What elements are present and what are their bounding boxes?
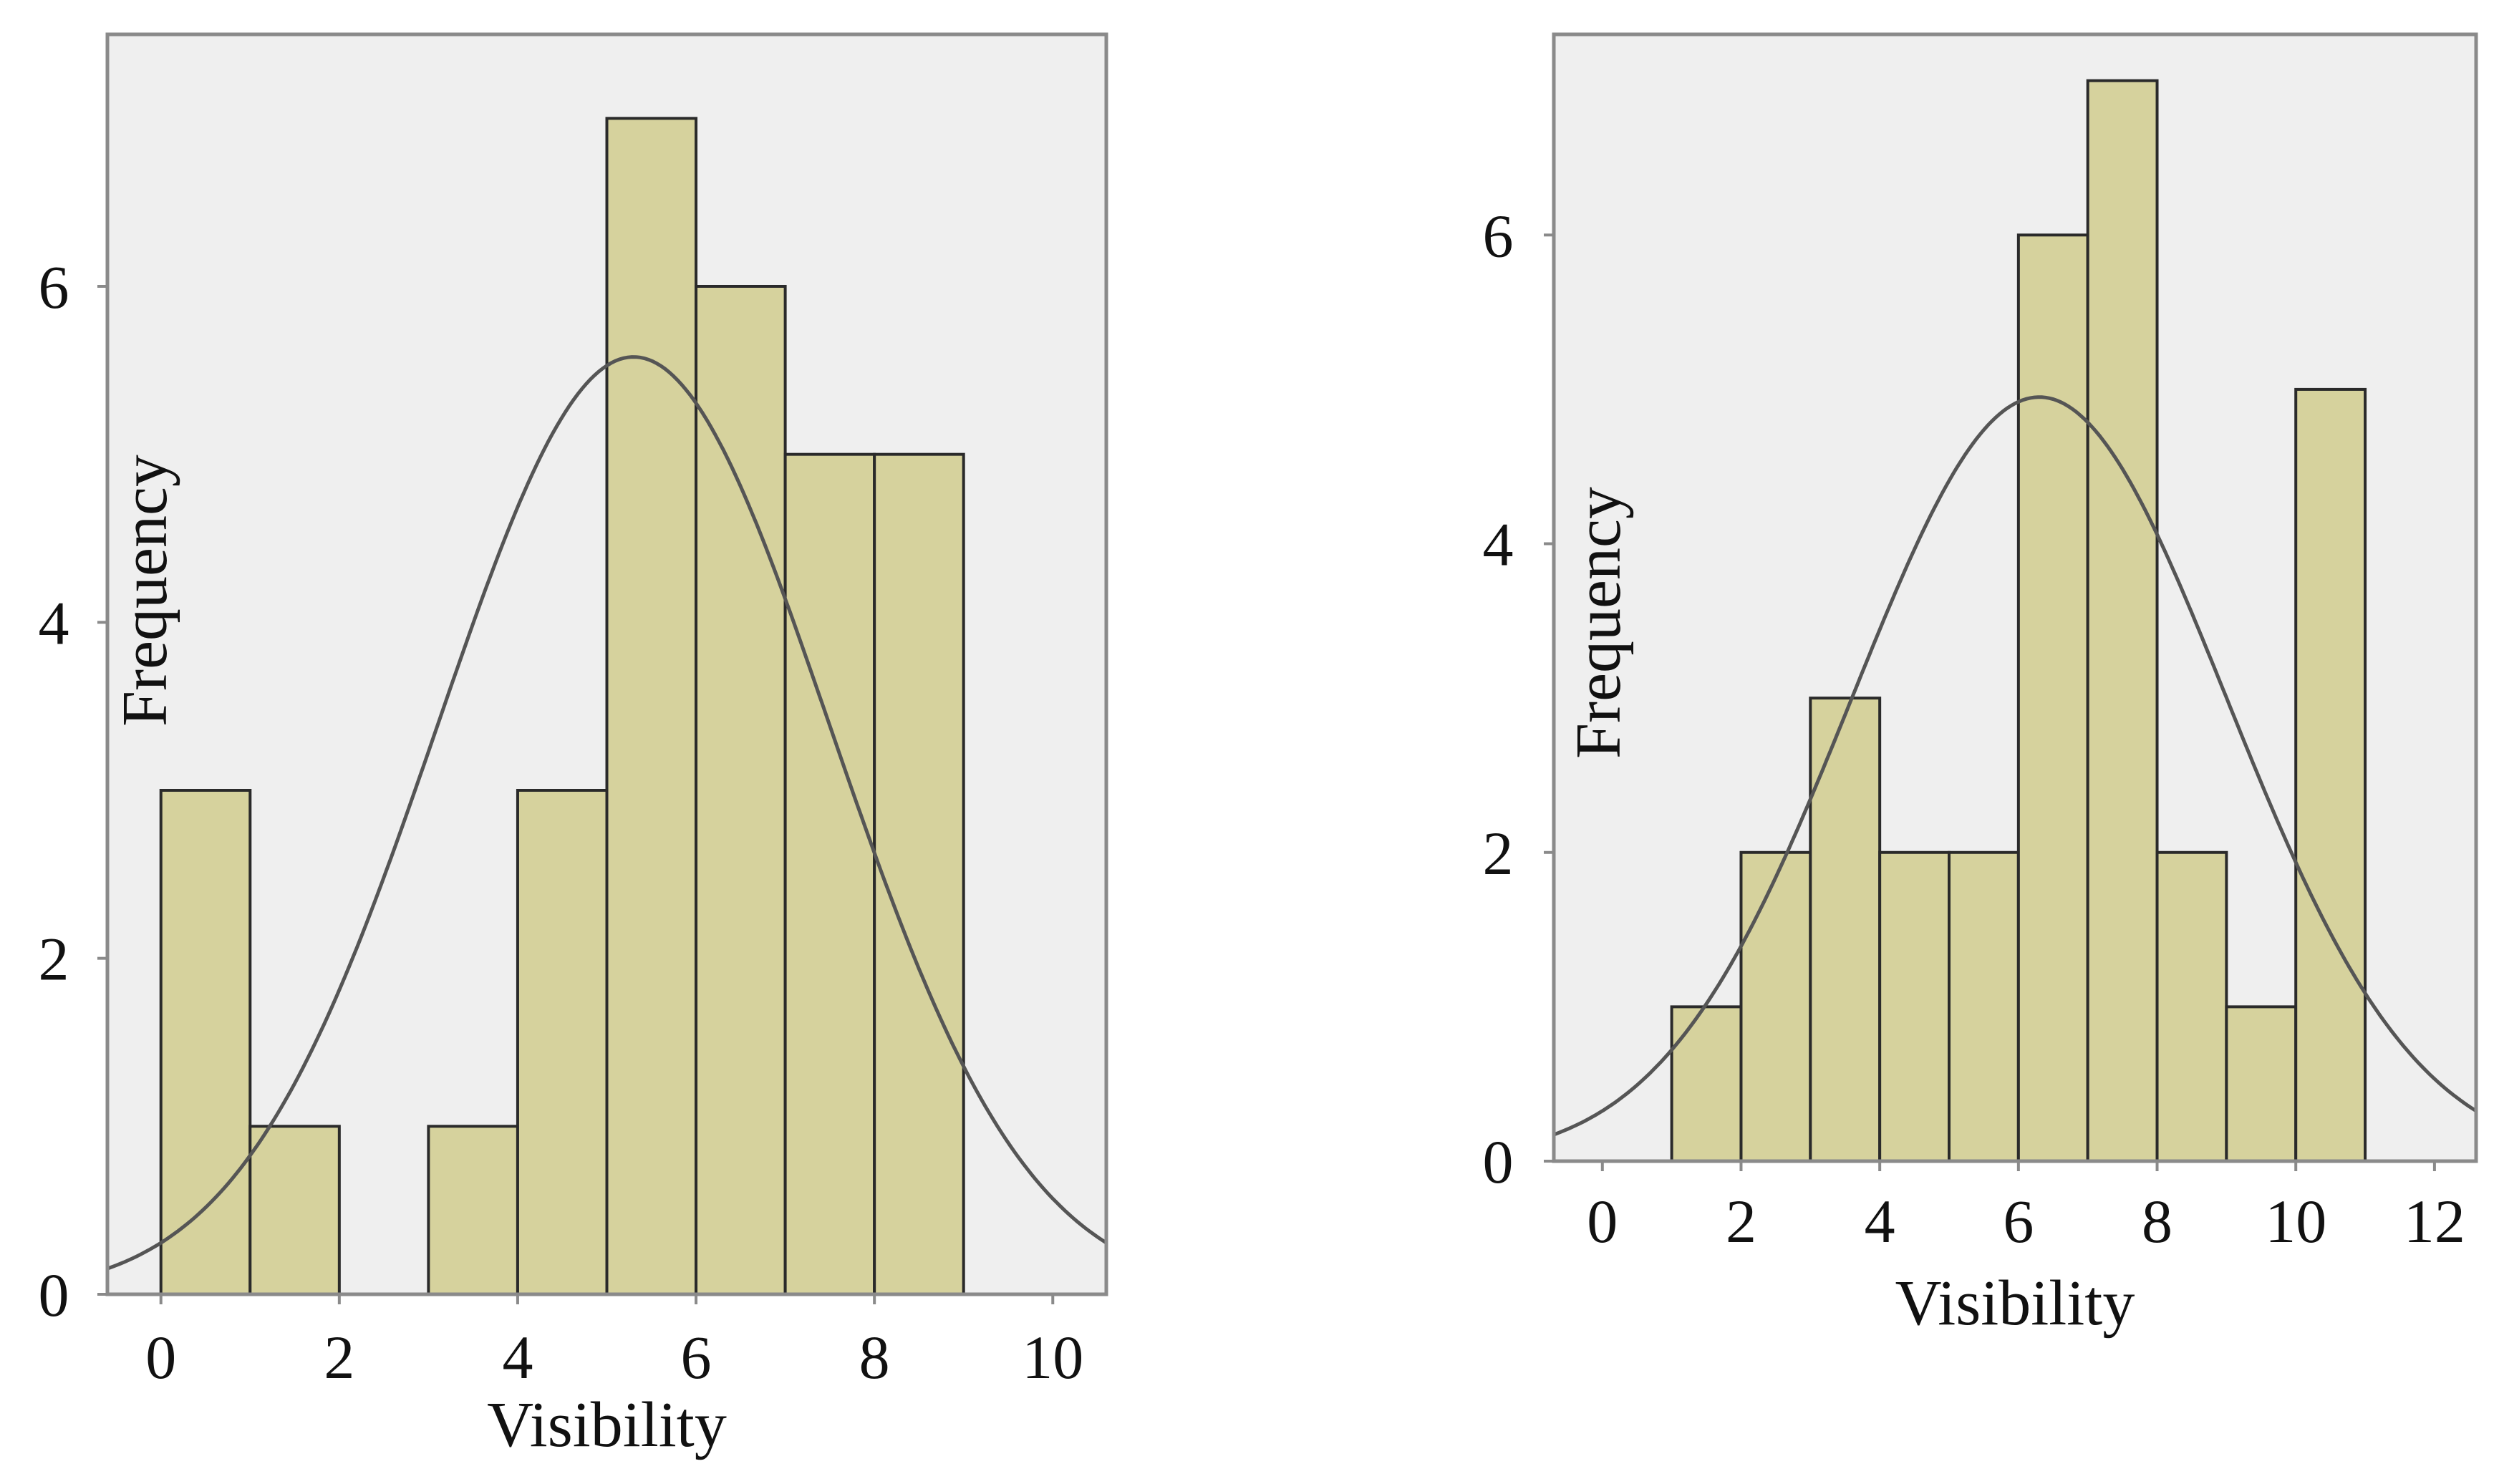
x-axis-label: Visibility: [487, 1390, 727, 1460]
x-tick-label: 10: [2265, 1187, 2326, 1256]
histogram-bar: [2016, 233, 2089, 1163]
x-tick-label: 2: [324, 1323, 354, 1392]
x-tick-labels: 0 2 4 6 8 10: [145, 1294, 1083, 1392]
x-tick-label: 8: [2142, 1187, 2172, 1256]
histogram-bar: [1670, 1005, 1743, 1163]
normal-curve: [1553, 395, 2478, 1137]
histogram-bar: [159, 789, 252, 1296]
plot-frame: [1552, 32, 2478, 1163]
x-tick-labels: 0 2 4 6 8 10 12: [1587, 1161, 2465, 1256]
histogram-bar: [695, 285, 787, 1296]
y-tick-labels: 0 2 4 6: [39, 253, 107, 1329]
histogram-bar: [2294, 387, 2367, 1163]
x-tick-label: 6: [681, 1323, 712, 1392]
histogram-bar: [1878, 850, 1951, 1163]
histogram-bar: [516, 789, 609, 1296]
histogram-bar: [873, 452, 965, 1296]
histogram-bar: [1739, 850, 1812, 1163]
y-tick-label: 6: [1483, 201, 1514, 270]
y-tick-label: 6: [39, 253, 69, 321]
histogram-left: 0 2 4 6 0 2 4 6 8 10 Visibility Frequency: [39, 32, 1108, 1460]
x-tick-label: 0: [145, 1323, 176, 1392]
x-tick-label: 0: [1587, 1187, 1618, 1256]
x-tick-label: 8: [859, 1323, 890, 1392]
plot-frame: [105, 32, 1108, 1296]
x-tick-label: 2: [1726, 1187, 1756, 1256]
y-tick-labels: 0 2 4 6: [1483, 201, 1554, 1196]
y-tick-label: 0: [39, 1261, 69, 1329]
x-tick-label: 12: [2404, 1187, 2465, 1256]
histogram-bar: [2155, 850, 2228, 1163]
y-tick-label: 4: [1483, 510, 1514, 579]
histogram-bar: [605, 117, 698, 1296]
y-tick-label: 2: [1483, 819, 1514, 888]
histogram-bar: [2225, 1005, 2298, 1163]
histogram-bar: [783, 452, 876, 1296]
y-tick-label: 0: [1483, 1127, 1514, 1196]
x-tick-label: 4: [1865, 1187, 1895, 1256]
x-tick-label: 10: [1022, 1323, 1083, 1392]
histogram-bar: [1809, 697, 1882, 1163]
histogram-bar: [248, 1125, 341, 1296]
y-axis-label: Frequency: [110, 455, 180, 727]
x-axis-label: Visibility: [1895, 1268, 2135, 1339]
y-tick-label: 2: [39, 925, 69, 994]
normal-curve: [107, 355, 1108, 1271]
histogram-bar: [427, 1125, 519, 1296]
histogram-right: 0 2 4 6 0 2 4 6 8 10 12 Visibility Frequency: [1483, 32, 2478, 1339]
x-tick-label: 4: [502, 1323, 533, 1392]
histogram-bar: [2086, 79, 2159, 1163]
y-axis-label: Frequency: [1563, 487, 1634, 759]
x-tick-label: 6: [2003, 1187, 2034, 1256]
y-tick-label: 4: [39, 588, 69, 657]
histogram-bar: [1948, 850, 2020, 1163]
bars-group: [159, 117, 965, 1296]
